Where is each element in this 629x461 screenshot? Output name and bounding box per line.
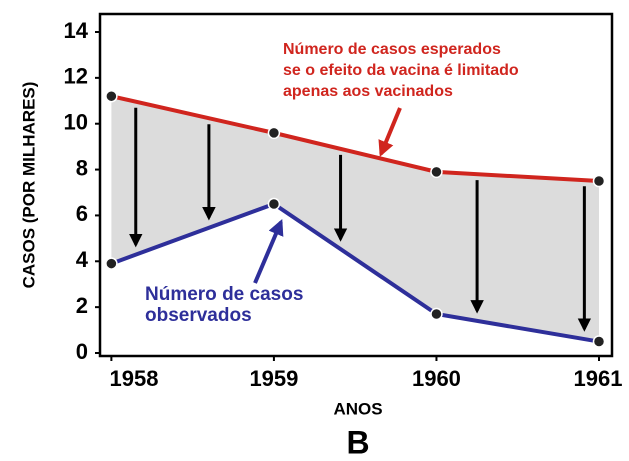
data-point (592, 335, 606, 348)
y-tick-label: 8 (76, 155, 88, 180)
data-point (430, 165, 443, 179)
data-point (105, 257, 118, 270)
series-line (110, 94, 600, 184)
x-tick-label: 1960 (412, 366, 461, 391)
series-annotation: Número de casos (145, 284, 303, 305)
data-point (592, 174, 606, 188)
series-line (110, 201, 600, 344)
annotation-arrow (253, 219, 284, 284)
y-tick-label: 14 (64, 18, 89, 43)
series-annotation: observados (145, 305, 252, 326)
series-annotation: Número de casos esperados (283, 41, 501, 58)
y-tick-label: 2 (76, 293, 88, 318)
data-point (267, 126, 281, 140)
data-point (267, 197, 281, 211)
annotation-arrow (378, 107, 402, 157)
series-annotation: apenas aos vacinados (283, 83, 453, 100)
plot-frame (98, 12, 614, 358)
panel-label: B (346, 424, 369, 460)
x-tick-label: 1959 (249, 366, 298, 391)
y-axis-label: CASOS (POR MILHARES) (19, 82, 38, 289)
data-point (430, 307, 443, 321)
y-tick-label: 10 (64, 110, 88, 135)
x-axis-label: ANOS (333, 399, 382, 418)
x-tick-label: 1961 (574, 366, 623, 391)
y-tick-label: 0 (76, 339, 88, 364)
data-point (105, 89, 118, 103)
plot (105, 89, 606, 348)
y-tick-label: 12 (64, 64, 88, 89)
y-tick-label: 4 (76, 247, 89, 272)
series-annotation: se o efeito da vacina é limitado (283, 62, 519, 79)
x-tick-label: 1958 (110, 366, 159, 391)
y-tick-label: 6 (76, 201, 88, 226)
